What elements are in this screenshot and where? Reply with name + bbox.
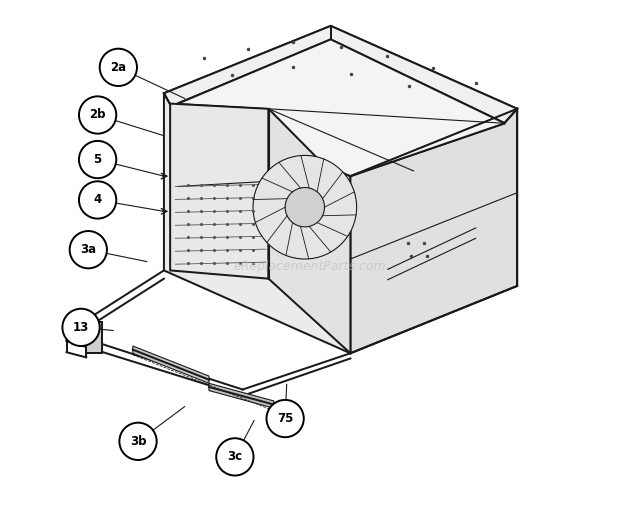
Text: 2a: 2a — [110, 61, 126, 74]
Circle shape — [79, 141, 117, 178]
Text: 3b: 3b — [130, 435, 146, 448]
Polygon shape — [164, 26, 517, 123]
Polygon shape — [350, 109, 517, 353]
Text: 3c: 3c — [228, 450, 242, 464]
Circle shape — [79, 181, 117, 219]
Text: 13: 13 — [73, 321, 89, 334]
Circle shape — [79, 96, 117, 134]
Circle shape — [100, 49, 137, 86]
Circle shape — [253, 155, 356, 259]
Circle shape — [69, 231, 107, 268]
Text: eReplacementParts.com: eReplacementParts.com — [234, 260, 386, 274]
Text: 4: 4 — [94, 193, 102, 207]
Polygon shape — [86, 322, 102, 353]
Text: 3a: 3a — [80, 243, 96, 256]
Polygon shape — [170, 104, 268, 279]
Circle shape — [216, 438, 254, 476]
Polygon shape — [164, 26, 517, 176]
Text: 75: 75 — [277, 412, 293, 425]
Circle shape — [120, 423, 157, 460]
Text: 2b: 2b — [89, 108, 106, 122]
Polygon shape — [178, 39, 505, 176]
Circle shape — [285, 188, 324, 227]
Polygon shape — [164, 93, 350, 353]
Text: 5: 5 — [94, 153, 102, 166]
Polygon shape — [209, 383, 274, 408]
Circle shape — [267, 400, 304, 437]
Polygon shape — [268, 109, 350, 353]
Circle shape — [63, 309, 100, 346]
Polygon shape — [178, 39, 505, 176]
Polygon shape — [133, 346, 209, 383]
